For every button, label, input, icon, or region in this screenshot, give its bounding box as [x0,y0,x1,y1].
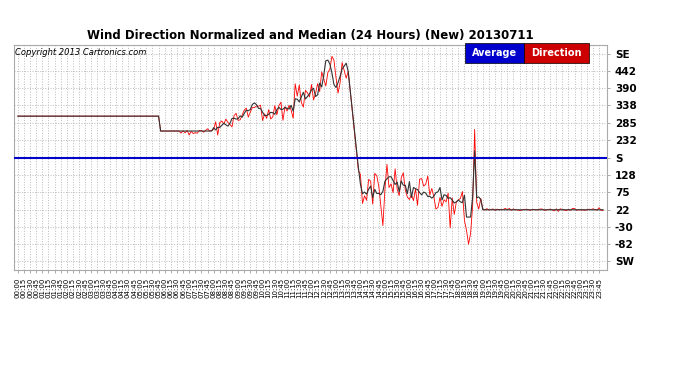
Text: Copyright 2013 Cartronics.com: Copyright 2013 Cartronics.com [15,48,146,57]
Text: Direction: Direction [531,48,582,58]
Title: Wind Direction Normalized and Median (24 Hours) (New) 20130711: Wind Direction Normalized and Median (24… [87,30,534,42]
FancyBboxPatch shape [465,43,524,63]
Text: Average: Average [472,48,517,58]
FancyBboxPatch shape [524,43,589,63]
